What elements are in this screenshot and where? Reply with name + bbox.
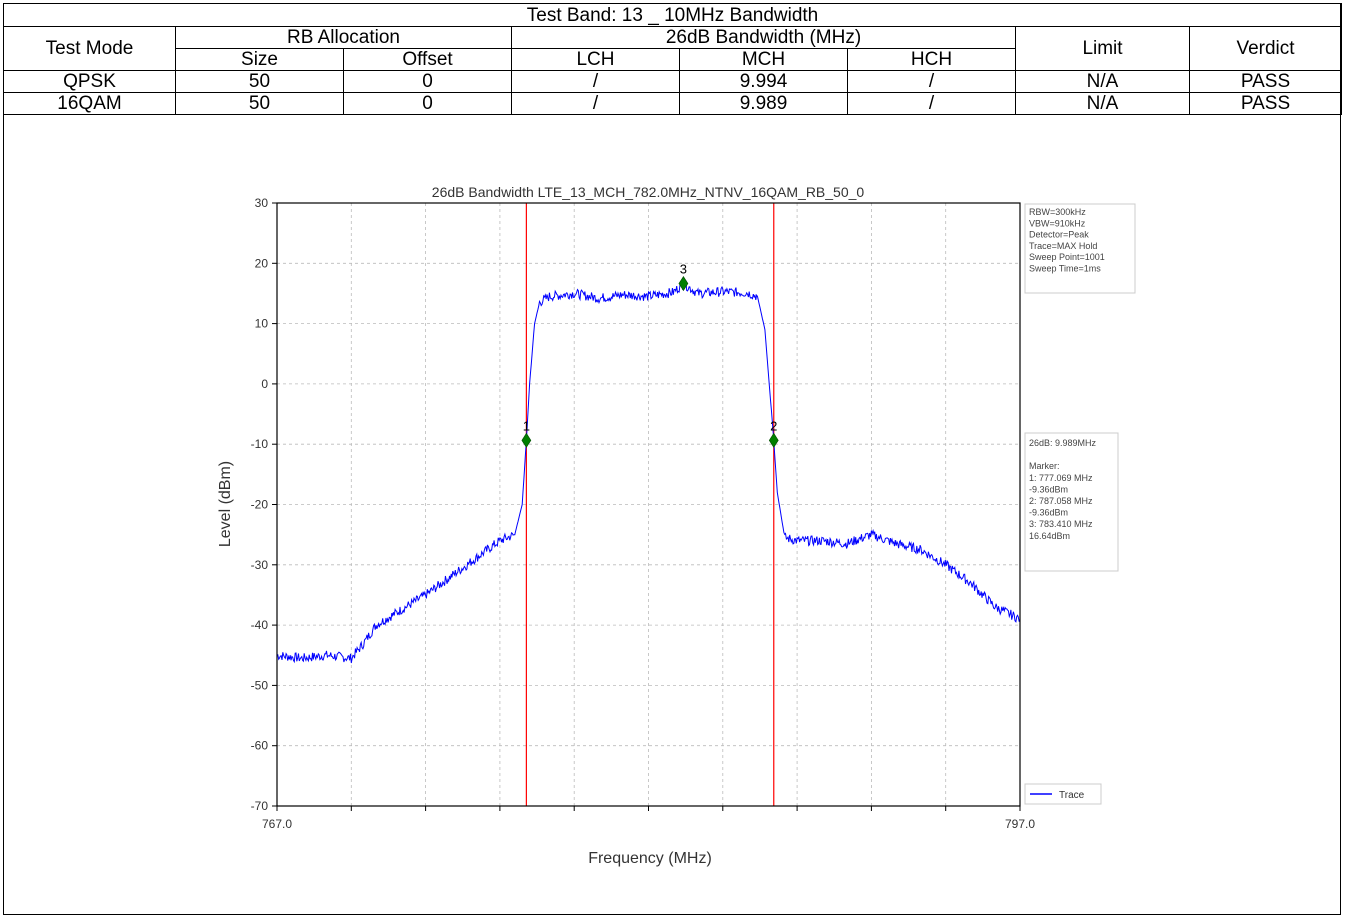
table-row: QPSK 50 0 / 9.994 / N/A PASS	[3, 70, 1343, 93]
marker-info-line: 26dB: 9.989MHz	[1029, 438, 1097, 448]
y-tick-label: 30	[255, 196, 269, 210]
marker-info-box: 26dB: 9.989MHz Marker: 1: 777.069 MHz -9.3…	[1024, 432, 1119, 572]
marker-info-line: 2: 787.058 MHz	[1029, 496, 1093, 506]
trace-series	[276, 280, 1021, 664]
y-tick-label: 0	[261, 377, 268, 391]
cell-mch: 9.989	[679, 92, 848, 115]
x-tick-label: 797.0	[1005, 817, 1035, 831]
marker-point	[768, 432, 779, 448]
y-tick-label: -10	[251, 437, 269, 451]
marker-info-line: 3: 783.410 MHz	[1029, 519, 1093, 529]
settings-line: Sweep Point=1001	[1029, 252, 1105, 262]
cell-limit: N/A	[1015, 92, 1190, 115]
cell-size: 50	[175, 92, 344, 115]
marker-label: 3	[680, 262, 687, 277]
cell-mode: 16QAM	[3, 92, 176, 115]
grid	[277, 203, 1020, 806]
marker-info-line: 16.64dBm	[1029, 531, 1070, 541]
y-tick-label: -70	[251, 799, 269, 813]
settings-line: RBW=300kHz	[1029, 207, 1086, 217]
header-size: Size	[175, 48, 344, 71]
y-tick-label: 20	[255, 256, 269, 270]
header-26db-bandwidth: 26dB Bandwidth (MHz)	[511, 26, 1016, 49]
marker-info-line: Marker:	[1029, 461, 1060, 471]
y-tick-label: -30	[251, 558, 269, 572]
table-row: 16QAM 50 0 / 9.989 / N/A PASS	[3, 92, 1343, 115]
header-test-mode: Test Mode	[3, 26, 176, 71]
markers: 1 2 3	[521, 262, 779, 448]
bandwidth-boundary-lines	[525, 203, 775, 806]
chart-title: 26dB Bandwidth LTE_13_MCH_782.0MHz_NTNV_…	[432, 184, 865, 200]
marker-info-line: -9.36dBm	[1029, 508, 1068, 518]
x-axis-label: Frequency (MHz)	[588, 850, 712, 867]
trace-line	[276, 280, 1021, 664]
legend: Trace	[1024, 783, 1102, 805]
settings-line: Trace=MAX Hold	[1029, 241, 1097, 251]
y-tick-label: -20	[251, 498, 269, 512]
y-tick-label: -40	[251, 618, 269, 632]
cell-verdict: PASS	[1188, 92, 1343, 115]
marker-point	[678, 276, 689, 292]
marker-label: 1	[523, 418, 530, 433]
settings-line: VBW=910kHz	[1029, 218, 1086, 228]
marker-point	[521, 432, 532, 448]
y-tick-label: -50	[251, 678, 269, 692]
settings-line: Sweep Time=1ms	[1029, 264, 1101, 274]
header-limit: Limit	[1015, 26, 1190, 71]
header-verdict: Verdict	[1188, 26, 1343, 71]
axis-ticks: 30 20 10 0 -10 -20 -30 -40 -50 -60 -70 767.0 797.0	[251, 196, 1036, 831]
y-tick-label: 10	[255, 317, 269, 331]
marker-label: 2	[770, 418, 777, 433]
x-tick-label: 767.0	[262, 817, 292, 831]
y-tick-label: -60	[251, 739, 269, 753]
settings-line: Detector=Peak	[1029, 230, 1089, 240]
bandwidth-results-table: Test Band: 13 _ 10MHz Bandwidth Test Mod…	[2, 3, 1343, 115]
marker-info-line: 1: 777.069 MHz	[1029, 473, 1093, 483]
y-axis-label: Level (dBm)	[217, 461, 234, 547]
marker-info-line: -9.36dBm	[1029, 484, 1068, 494]
legend-label: Trace	[1059, 790, 1085, 801]
